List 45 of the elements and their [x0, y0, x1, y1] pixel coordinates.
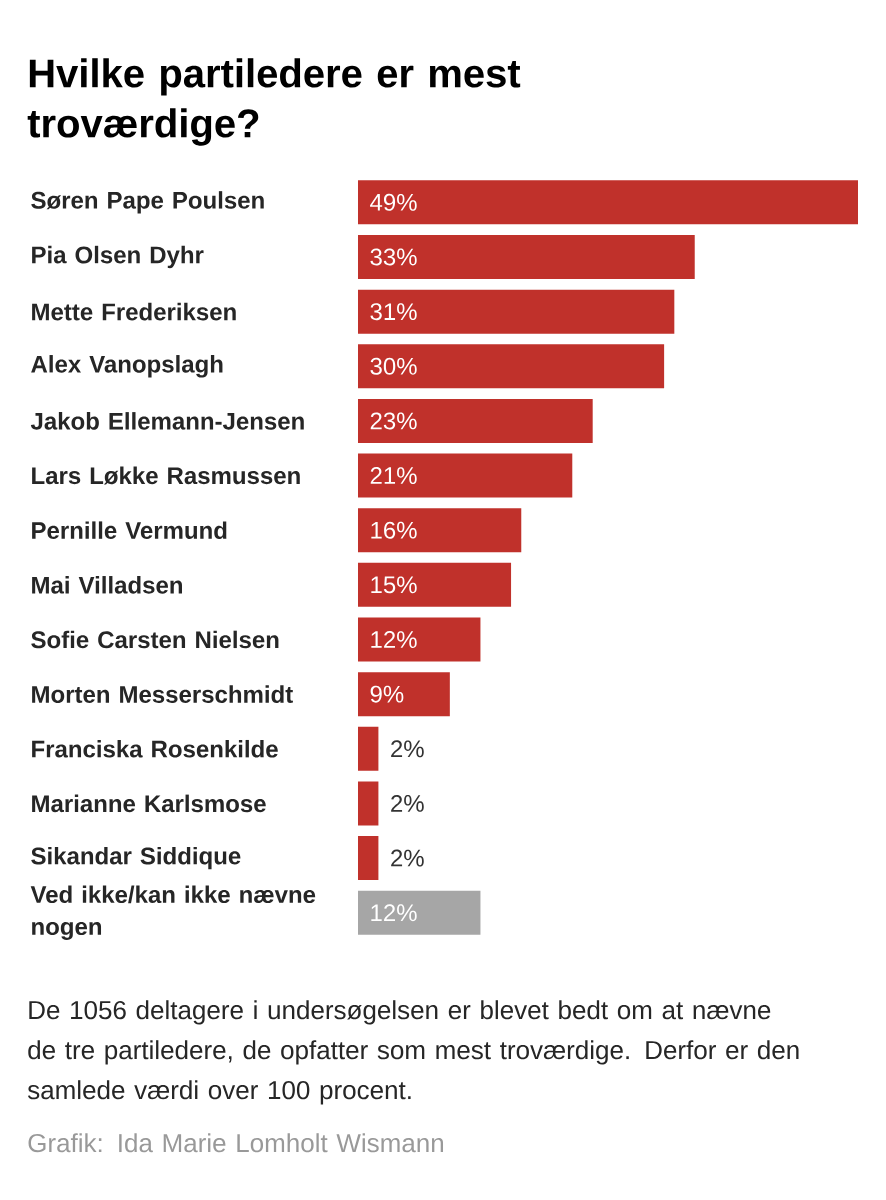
- data-label: 12%: [371, 904, 417, 922]
- y-tick-label: Mette Frederiksen: [32, 302, 236, 321]
- bar: [358, 453, 573, 498]
- data-label: 16%: [371, 521, 417, 539]
- data-label: 31%: [370, 303, 417, 321]
- data-label: 21%: [370, 467, 417, 485]
- y-tick-label: Lars Løkke Rasmussen: [32, 466, 300, 485]
- y-tick-label: Pernille Vermund: [32, 521, 227, 540]
- data-label: 2%: [391, 794, 424, 812]
- y-tick-label: Morten Messerschmidt: [32, 685, 293, 703]
- y-tick-label: Franciska Rosenkilde: [32, 739, 278, 758]
- data-label: 2%: [391, 740, 424, 758]
- bar: [358, 508, 522, 553]
- bar: [358, 617, 481, 662]
- data-label: 9%: [370, 685, 404, 703]
- bar: [358, 562, 512, 607]
- y-tick-label: Marianne Karlsmose: [32, 794, 266, 813]
- data-label: 49%: [370, 193, 417, 211]
- bar: [358, 781, 379, 826]
- y-tick-label: Søren Pape Poulsen: [31, 191, 264, 214]
- data-label: 12%: [371, 631, 417, 648]
- text: De 1056 deltagere i undersøgelsen er blevet bedt om at nævne de tre partiledere, de opfatter som mest troværdige. Derfor er den samlede værdi over 100 procent.: [27, 1000, 799, 1105]
- data-label: 15%: [371, 576, 417, 594]
- bar: [358, 234, 695, 279]
- bar: [358, 836, 379, 881]
- bar: [358, 672, 450, 717]
- data-label: 33%: [370, 248, 417, 266]
- bar: [358, 726, 379, 771]
- bar: [358, 890, 481, 935]
- data-label: 23%: [370, 412, 417, 430]
- text: Grafik: Ida Marie Lomholt Wismann: [28, 1133, 444, 1153]
- chart-title: Hvilke partiledere er mest troværdige?: [27, 58, 521, 146]
- y-tick-label: Sofie Carsten Nielsen: [31, 630, 279, 649]
- bar: [358, 398, 593, 443]
- data-label: 30%: [370, 357, 417, 375]
- y-tick-label: Mai Villadsen: [32, 576, 182, 594]
- data-label: 2%: [391, 849, 424, 867]
- y-tick-label: Alex Vanopslagh: [31, 355, 223, 378]
- y-tick-label: Ved ikke/kan ikke nævne nogen: [30, 885, 316, 940]
- bar: [358, 344, 665, 389]
- y-tick-label: Jakob Ellemann-Jensen: [30, 412, 304, 430]
- bar: [358, 180, 858, 225]
- y-tick-label: Pia Olsen Dyhr: [32, 245, 204, 269]
- y-tick-label: Sikandar Siddique: [31, 846, 241, 870]
- bar: [358, 289, 675, 334]
